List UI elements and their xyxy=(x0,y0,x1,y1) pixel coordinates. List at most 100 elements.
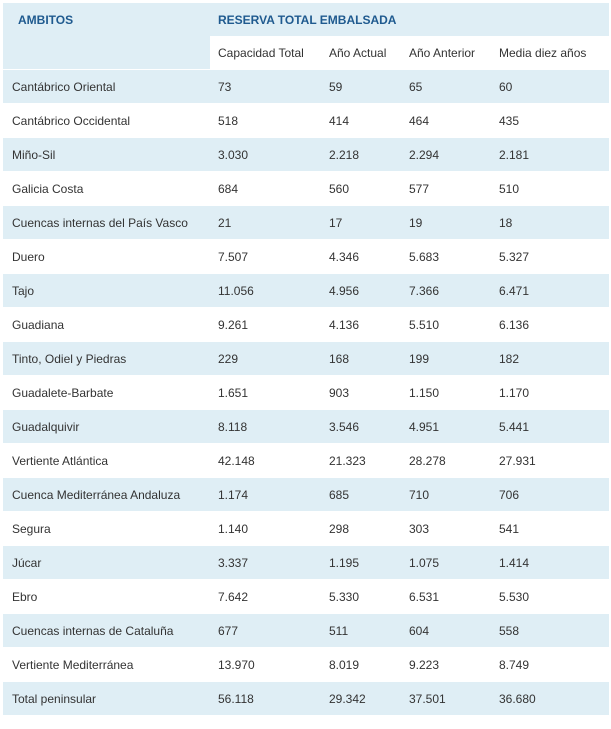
media-cell: 27.931 xyxy=(491,443,610,478)
ambito-cell: Guadalquivir xyxy=(3,409,210,444)
header-row-top: AMBITOS RESERVA TOTAL EMBALSADA xyxy=(3,3,610,36)
media-cell: 510 xyxy=(491,171,610,206)
actual-cell: 414 xyxy=(321,103,401,138)
media-cell: 1.414 xyxy=(491,545,610,580)
table-row: Júcar 3.337 1.195 1.075 1.414 xyxy=(3,545,610,580)
ambito-cell: Guadalete-Barbate xyxy=(3,375,210,410)
actual-cell: 5.330 xyxy=(321,579,401,614)
capacidad-cell: 677 xyxy=(210,613,321,648)
anterior-cell: 5.683 xyxy=(401,239,491,274)
table-row: Duero 7.507 4.346 5.683 5.327 xyxy=(3,239,610,274)
capacidad-cell: 229 xyxy=(210,341,321,376)
capacidad-cell: 42.148 xyxy=(210,443,321,478)
table-row: Tajo 11.056 4.956 7.366 6.471 xyxy=(3,273,610,308)
reserva-table: AMBITOS RESERVA TOTAL EMBALSADA Capacida… xyxy=(3,3,610,715)
ambitos-header: AMBITOS xyxy=(18,12,74,27)
table-row: Cuenca Mediterránea Andaluza 1.174 685 710 7… xyxy=(3,477,610,512)
media-cell: 5.441 xyxy=(491,409,610,444)
ambito-cell: Total peninsular xyxy=(3,681,210,715)
ambito-cell: Duero xyxy=(3,239,210,274)
anterior-cell: 199 xyxy=(401,341,491,376)
table-row: Total peninsular 56.118 29.342 37.501 36.680 xyxy=(3,681,610,715)
table-row: Cantábrico Occidental 518 414 464 435 xyxy=(3,103,610,138)
media-cell: 2.181 xyxy=(491,137,610,172)
anterior-cell: 1.075 xyxy=(401,545,491,580)
capacidad-cell: 8.118 xyxy=(210,409,321,444)
media-cell: 5.327 xyxy=(491,239,610,274)
actual-cell: 4.136 xyxy=(321,307,401,342)
anterior-cell: 303 xyxy=(401,511,491,546)
media-cell: 36.680 xyxy=(491,681,610,715)
actual-cell: 3.546 xyxy=(321,409,401,444)
capacidad-cell: 1.174 xyxy=(210,477,321,512)
anterior-cell: 37.501 xyxy=(401,681,491,715)
media-cell: 558 xyxy=(491,613,610,648)
actual-cell: 168 xyxy=(321,341,401,376)
anterior-cell: 604 xyxy=(401,613,491,648)
anterior-cell: 6.531 xyxy=(401,579,491,614)
capacidad-cell: 3.030 xyxy=(210,137,321,172)
ambito-cell: Segura xyxy=(3,511,210,546)
table-row: Vertiente Mediterránea 13.970 8.019 9.223 8.… xyxy=(3,647,610,682)
table-row: Ebro 7.642 5.330 6.531 5.530 xyxy=(3,579,610,614)
ambito-cell: Vertiente Mediterránea xyxy=(3,647,210,682)
table-row: Cuencas internas del País Vasco 21 17 19 18 xyxy=(3,205,610,240)
col-header-actual: Año Actual xyxy=(329,45,387,60)
ambito-cell: Tajo xyxy=(3,273,210,308)
ambito-cell: Ebro xyxy=(3,579,210,614)
anterior-cell: 65 xyxy=(401,69,491,104)
actual-cell: 685 xyxy=(321,477,401,512)
table-row: Vertiente Atlántica 42.148 21.323 28.278 27.… xyxy=(3,443,610,478)
actual-cell: 1.195 xyxy=(321,545,401,580)
actual-cell: 59 xyxy=(321,69,401,104)
media-cell: 6.136 xyxy=(491,307,610,342)
col-header-capacidad: Capacidad Total xyxy=(218,45,304,60)
capacidad-cell: 7.642 xyxy=(210,579,321,614)
anterior-cell: 577 xyxy=(401,171,491,206)
anterior-cell: 2.294 xyxy=(401,137,491,172)
anterior-cell: 28.278 xyxy=(401,443,491,478)
header-row-columns: Capacidad Total Año Actual Año Anterior … xyxy=(3,36,609,70)
capacidad-cell: 21 xyxy=(210,205,321,240)
table-row: Cuencas internas de Cataluña 677 511 604 558 xyxy=(3,613,610,648)
table-row: Guadalete-Barbate 1.651 903 1.150 1.170 xyxy=(3,375,610,410)
actual-cell: 511 xyxy=(321,613,401,648)
ambito-cell: Tinto, Odiel y Piedras xyxy=(3,341,210,376)
actual-cell: 4.346 xyxy=(321,239,401,274)
ambito-cell: Cuenca Mediterránea Andaluza xyxy=(3,477,210,512)
ambito-cell: Júcar xyxy=(3,545,210,580)
actual-cell: 2.218 xyxy=(321,137,401,172)
ambito-cell: Vertiente Atlántica xyxy=(3,443,210,478)
actual-cell: 298 xyxy=(321,511,401,546)
media-cell: 8.749 xyxy=(491,647,610,682)
actual-cell: 903 xyxy=(321,375,401,410)
capacidad-cell: 684 xyxy=(210,171,321,206)
anterior-cell: 5.510 xyxy=(401,307,491,342)
capacidad-cell: 9.261 xyxy=(210,307,321,342)
table-row: Tinto, Odiel y Piedras 229 168 199 182 xyxy=(3,341,610,376)
media-cell: 1.170 xyxy=(491,375,610,410)
table-body: Cantábrico Oriental 73 59 65 60 Cantábrico Oc… xyxy=(3,69,610,715)
actual-cell: 560 xyxy=(321,171,401,206)
table-row: Miño-Sil 3.030 2.218 2.294 2.181 xyxy=(3,137,610,172)
media-cell: 541 xyxy=(491,511,610,546)
actual-cell: 4.956 xyxy=(321,273,401,308)
anterior-cell: 19 xyxy=(401,205,491,240)
media-cell: 18 xyxy=(491,205,610,240)
actual-cell: 8.019 xyxy=(321,647,401,682)
capacidad-cell: 56.118 xyxy=(210,681,321,715)
capacidad-cell: 1.651 xyxy=(210,375,321,410)
ambitos-header-spacer xyxy=(3,36,210,70)
ambito-cell: Cuencas internas de Cataluña xyxy=(3,613,210,648)
media-cell: 6.471 xyxy=(491,273,610,308)
media-cell: 60 xyxy=(491,69,610,104)
table-row: Guadiana 9.261 4.136 5.510 6.136 xyxy=(3,307,610,342)
ambito-cell: Cuencas internas del País Vasco xyxy=(3,205,210,240)
actual-cell: 17 xyxy=(321,205,401,240)
ambito-cell: Guadiana xyxy=(3,307,210,342)
anterior-cell: 1.150 xyxy=(401,375,491,410)
ambito-cell: Galicia Costa xyxy=(3,171,210,206)
ambito-cell: Miño-Sil xyxy=(3,137,210,172)
anterior-cell: 4.951 xyxy=(401,409,491,444)
col-header-media: Media diez años xyxy=(499,45,587,60)
